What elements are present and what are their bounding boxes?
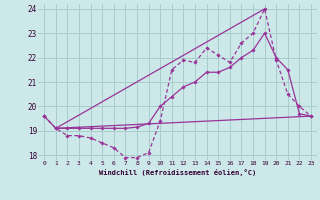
X-axis label: Windchill (Refroidissement éolien,°C): Windchill (Refroidissement éolien,°C): [99, 169, 256, 176]
